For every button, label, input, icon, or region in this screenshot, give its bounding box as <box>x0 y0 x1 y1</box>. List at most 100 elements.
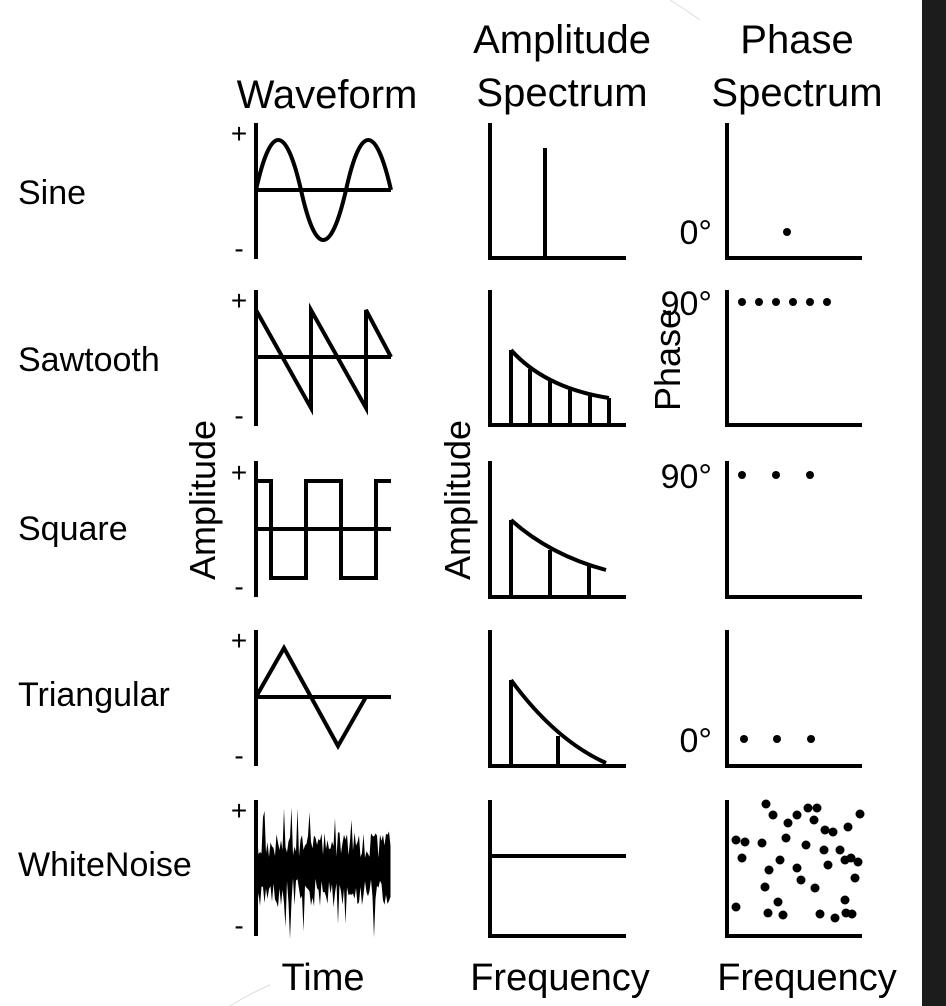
phase-dot <box>775 855 785 865</box>
phase-dot <box>796 875 806 885</box>
amplitude-panel-sine <box>488 123 626 260</box>
phase-dot <box>783 228 791 236</box>
minus-label: - <box>234 233 243 264</box>
header-amplitude-line2: Spectrum <box>476 71 647 115</box>
phase-dot <box>807 735 815 743</box>
phase-panel-square: 90° <box>661 458 862 599</box>
phase-dot <box>812 803 822 813</box>
phase-x-axis-title: Frequency <box>717 957 897 999</box>
phase-label-sawtooth: 90° <box>661 285 712 323</box>
header-phase-line2: Spectrum <box>711 71 882 115</box>
background-arc <box>669 0 701 21</box>
phase-axes <box>725 290 862 427</box>
plus-label: + <box>231 457 247 488</box>
phase-dot <box>830 913 840 923</box>
phase-dot <box>855 809 865 819</box>
phase-dot <box>789 298 797 306</box>
amplitude-axes <box>488 290 626 427</box>
phase-dot <box>760 882 770 892</box>
phase-dot <box>778 910 788 920</box>
amplitude-panel-triangular <box>488 630 626 768</box>
phase-dot <box>810 883 820 893</box>
minus-label: - <box>234 910 243 941</box>
phase-panel-whitenoise <box>725 799 865 938</box>
phase-dot <box>772 471 780 479</box>
phase-dot <box>740 735 748 743</box>
phase-dot <box>792 863 802 873</box>
white-noise-wave <box>257 807 391 940</box>
phase-dot <box>763 908 773 918</box>
phase-axes <box>725 630 862 768</box>
phase-dot <box>847 909 857 919</box>
phase-y-axis-title: Phase <box>647 309 688 411</box>
phase-axes <box>725 123 862 260</box>
row-label-sawtooth: Sawtooth <box>18 341 160 379</box>
row-label-square: Square <box>18 510 128 548</box>
background-arc <box>229 984 271 1006</box>
phase-dot <box>783 818 793 828</box>
phase-dot <box>853 857 863 867</box>
triangular-wave <box>254 643 368 751</box>
phase-panel-sine: 0° <box>679 123 862 260</box>
phase-dot <box>823 298 831 306</box>
phase-dot <box>772 298 780 306</box>
row-label-whitenoise: WhiteNoise <box>18 846 192 884</box>
plus-label: + <box>231 285 247 316</box>
header-phase-line1: Phase <box>740 18 853 62</box>
header-waveform: Waveform <box>237 73 418 117</box>
waveform-panel-triangular: + - <box>231 625 391 771</box>
phase-dot <box>731 835 741 845</box>
phase-label-square: 90° <box>661 458 712 496</box>
sawtooth-wave <box>254 302 393 416</box>
amplitude-axes <box>488 461 626 599</box>
amplitude-panel-square <box>488 461 626 599</box>
phase-dot <box>819 845 829 855</box>
minus-label: - <box>234 740 243 771</box>
phase-panel-sawtooth: 90° <box>661 285 862 427</box>
phase-axes <box>725 800 862 938</box>
phase-panel-triangular: 0° <box>679 630 862 768</box>
waveform-panel-square: + - <box>231 457 391 602</box>
phase-dot <box>737 853 747 863</box>
right-edge-strip <box>922 0 946 1006</box>
phase-dot <box>773 735 781 743</box>
phase-axes <box>725 461 862 599</box>
minus-label: - <box>234 400 243 431</box>
phase-dot <box>809 815 819 825</box>
waveform-y-axis-title: Amplitude <box>182 420 223 580</box>
amplitude-axes <box>488 630 626 768</box>
amplitude-y-axis-title: Amplitude <box>437 420 478 580</box>
waveform-panel-sawtooth: + - <box>231 285 393 431</box>
phase-dot <box>738 298 746 306</box>
row-label-sine: Sine <box>18 174 86 212</box>
phase-dot <box>773 897 783 907</box>
phase-dot <box>823 860 833 870</box>
phase-dot <box>806 471 814 479</box>
sawtooth-envelope <box>509 348 610 400</box>
plus-label: + <box>231 625 247 656</box>
amplitude-axes <box>488 123 626 260</box>
phase-dot <box>764 865 774 875</box>
phase-dot <box>835 845 845 855</box>
phase-dot <box>740 837 750 847</box>
amplitude-x-axis-title: Frequency <box>470 957 650 999</box>
phase-dot <box>757 838 767 848</box>
phase-dot <box>738 471 746 479</box>
square-envelope <box>509 518 607 572</box>
phase-dot <box>768 810 778 820</box>
phase-dot <box>820 825 830 835</box>
phase-label-sine: 0° <box>679 214 712 252</box>
phase-dot <box>843 822 853 832</box>
phase-dot <box>806 298 814 306</box>
random-phase-dots <box>731 799 865 923</box>
phase-dot <box>850 873 860 883</box>
row-label-triangular: Triangular <box>18 676 170 714</box>
header-amplitude-line1: Amplitude <box>473 18 651 62</box>
phase-dot <box>792 810 802 820</box>
phase-dot <box>755 298 763 306</box>
amplitude-axes <box>488 800 626 938</box>
phase-dot <box>761 799 771 809</box>
plus-label: + <box>231 118 247 149</box>
phase-dot <box>840 895 850 905</box>
